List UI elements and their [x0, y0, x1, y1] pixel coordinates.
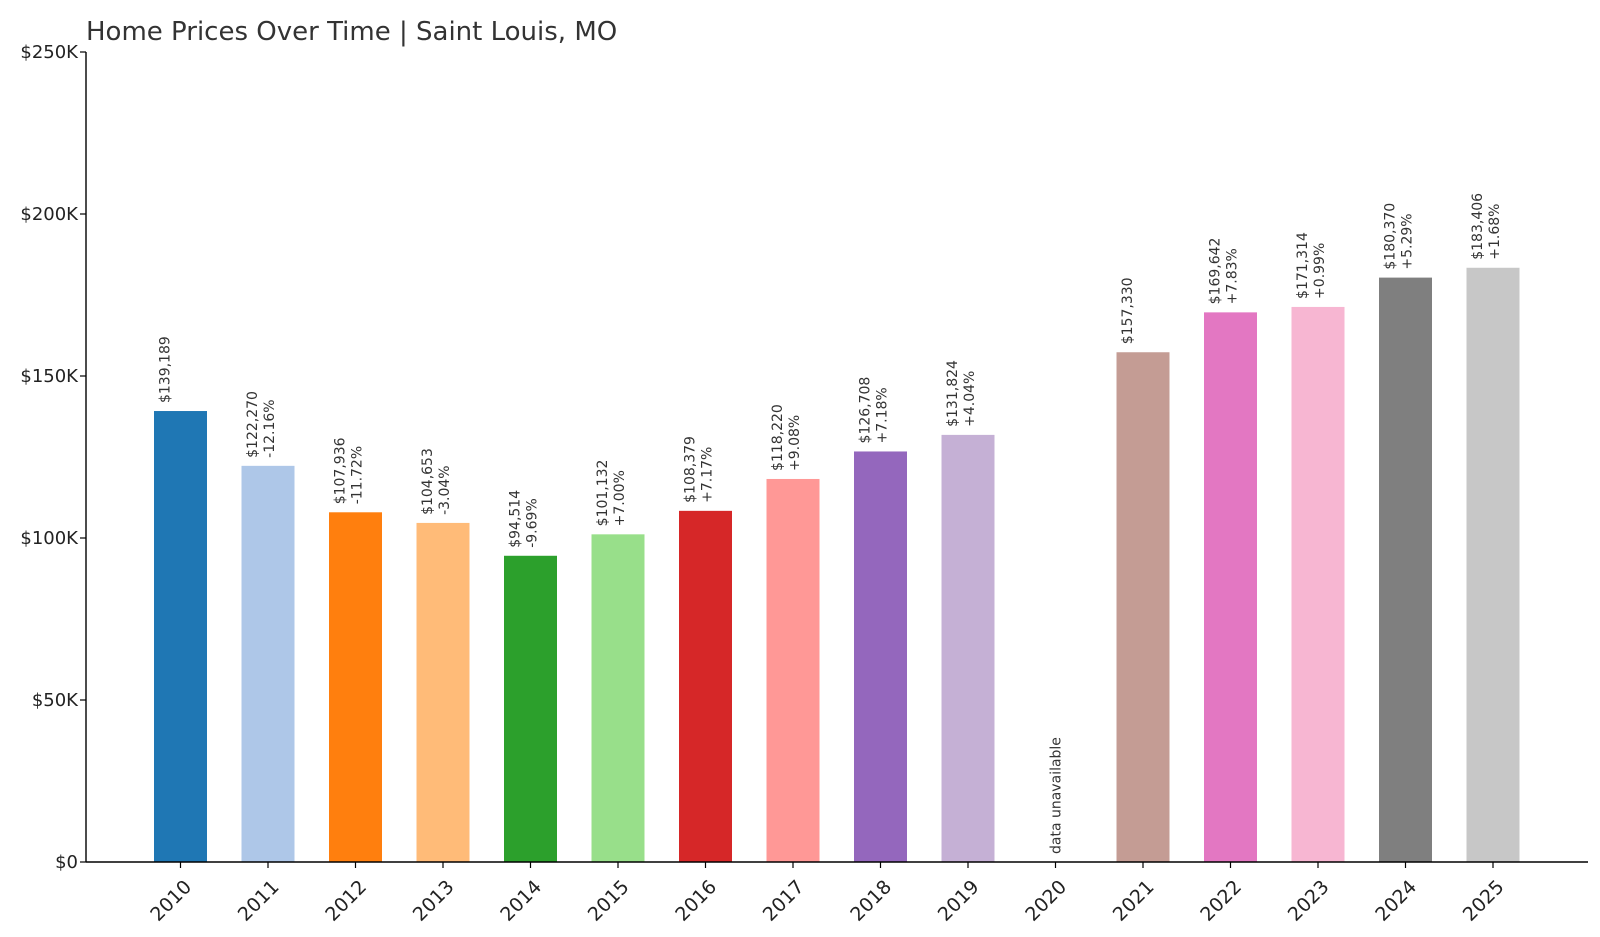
value-label-2021: $157,330: [1120, 277, 1136, 344]
change-label-2013: -3.04%: [437, 465, 453, 515]
bar-2018: [854, 451, 907, 862]
y-tick-label: $250K: [20, 42, 79, 63]
x-tick-label-2020: 2020: [1021, 876, 1071, 926]
bar-2017: [766, 478, 820, 862]
value-label-2025: $183,406: [1470, 193, 1486, 260]
x-tick-label-2024: 2024: [1371, 876, 1421, 926]
value-label-2023: $171,314: [1295, 232, 1311, 299]
bar-2015: [591, 534, 645, 862]
change-label-2018: +7.18%: [875, 387, 891, 443]
bar-2012: [329, 512, 382, 862]
x-tick-label-2018: 2018: [846, 876, 896, 926]
change-label-2023: +0.99%: [1312, 243, 1328, 299]
value-label-2010: $139,189: [158, 336, 174, 403]
change-label-2015: +7.00%: [612, 470, 628, 526]
x-tick-label-2012: 2012: [321, 876, 371, 926]
bar-2010: [154, 411, 207, 862]
change-label-2017: +9.08%: [787, 415, 803, 471]
value-label-2015: $101,132: [595, 460, 611, 527]
value-label-2016: $108,379: [683, 436, 699, 503]
bars-layer: [154, 267, 1520, 863]
x-tick-label-2021: 2021: [1109, 876, 1159, 926]
missing-data-label: data unavailable: [1049, 737, 1065, 854]
value-label-2019: $131,824: [945, 360, 961, 427]
bar-labels-layer: $139,189 $122,270 -12.16% $107,936 -11.72% $1…: [158, 193, 1504, 854]
change-label-2012: -11.72%: [350, 446, 366, 504]
bar-2013: [416, 522, 470, 862]
y-tick-label: $100K: [20, 528, 79, 549]
x-tick-label-2010: 2010: [146, 876, 196, 926]
x-tick-label-2022: 2022: [1196, 876, 1246, 926]
value-label-2018: $126,708: [858, 377, 874, 444]
bar-2014: [504, 555, 557, 862]
x-tick-label-2016: 2016: [671, 876, 721, 926]
value-label-2022: $169,642: [1208, 238, 1224, 305]
x-tick-label-2014: 2014: [496, 876, 546, 926]
value-label-2024: $180,370: [1383, 203, 1399, 270]
y-tick-label: $50K: [32, 690, 79, 711]
x-tick-label-2025: 2025: [1459, 876, 1509, 926]
bar-2025: [1466, 267, 1520, 863]
y-tick-label: $200K: [20, 204, 79, 225]
bar-2016: [679, 510, 732, 862]
change-label-2016: +7.17%: [700, 447, 716, 503]
value-label-2012: $107,936: [333, 437, 349, 504]
x-tick-label-2023: 2023: [1284, 876, 1334, 926]
bar-2021: [1116, 352, 1170, 862]
bar-2022: [1204, 312, 1257, 862]
x-tick-label-2011: 2011: [234, 876, 284, 926]
x-tick-label-2017: 2017: [759, 876, 809, 926]
change-label-2022: +7.83%: [1225, 248, 1241, 304]
change-label-2014: -9.69%: [525, 498, 541, 548]
x-tick-label-2013: 2013: [409, 876, 459, 926]
chart-title: Home Prices Over Time | Saint Louis, MO: [86, 17, 617, 47]
change-label-2024: +5.29%: [1400, 213, 1416, 269]
value-label-2013: $104,653: [420, 448, 436, 515]
value-label-2017: $118,220: [770, 404, 786, 471]
y-tick-label: $0: [55, 852, 78, 873]
bar-2011: [241, 465, 295, 862]
x-tick-label-2019: 2019: [934, 876, 984, 926]
change-label-2019: +4.04%: [962, 371, 978, 427]
change-label-2011: -12.16%: [262, 399, 278, 457]
change-label-2025: +1.68%: [1487, 204, 1503, 260]
bar-2023: [1291, 306, 1345, 862]
bar-2024: [1379, 277, 1432, 862]
y-tick-label: $150K: [20, 366, 79, 387]
value-label-2014: $94,514: [508, 490, 524, 548]
x-tick-label-2015: 2015: [584, 876, 634, 926]
bar-2019: [941, 434, 995, 862]
value-label-2011: $122,270: [245, 391, 261, 458]
